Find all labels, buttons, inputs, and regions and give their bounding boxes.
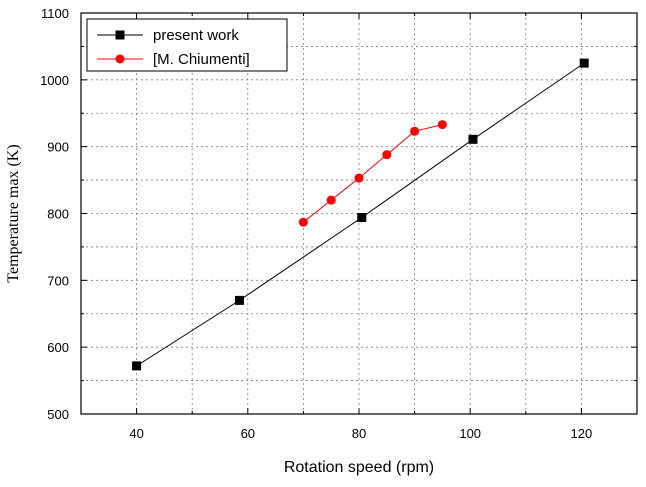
x-tick-label: 120 <box>571 426 593 441</box>
data-point-circle <box>326 195 336 205</box>
data-point-square <box>468 134 478 144</box>
plot-area-frame <box>80 12 638 415</box>
y-tick-label: 1000 <box>40 73 69 88</box>
y-tick-label: 600 <box>47 340 69 355</box>
series-1 <box>132 58 589 371</box>
data-point-square <box>579 58 589 68</box>
legend-label: present work <box>153 27 239 44</box>
data-point-circle <box>382 150 392 160</box>
y-axis-title: Temperature max (K) <box>5 144 22 282</box>
legend-label: [M. Chiumenti] <box>153 51 250 68</box>
y-tick-label: 800 <box>47 207 69 222</box>
y-tick-label: 700 <box>47 273 69 288</box>
data-point-circle <box>354 173 364 183</box>
x-axis-title: Rotation speed (rpm) <box>284 459 434 476</box>
x-tick-label: 100 <box>459 426 481 441</box>
x-tick-label: 80 <box>352 426 366 441</box>
legend-marker-square <box>115 30 125 40</box>
legend: present work [M. Chiumenti] <box>86 18 288 72</box>
x-tick-label: 60 <box>241 426 255 441</box>
x-tick-label: 40 <box>129 426 143 441</box>
data-point-circle <box>410 126 420 136</box>
data-point-circle <box>437 120 447 130</box>
series-2 <box>298 120 447 227</box>
data-point-square <box>132 361 142 371</box>
data-point-square <box>234 295 244 305</box>
series-line <box>303 124 443 223</box>
legend-items: present work [M. Chiumenti] <box>97 27 250 68</box>
legend-marker-circle <box>115 54 125 64</box>
y-tick-labels: 500 600 700 800 900 1000 1100 <box>40 6 69 422</box>
y-tick-label: 1100 <box>41 6 69 21</box>
data-point-square <box>357 213 367 223</box>
data-point-circle <box>298 217 308 227</box>
y-tick-label: 900 <box>47 140 69 155</box>
y-tick-label: 500 <box>47 407 69 422</box>
x-tick-labels: 40 60 80 100 120 <box>129 426 592 441</box>
series-group <box>132 58 589 371</box>
